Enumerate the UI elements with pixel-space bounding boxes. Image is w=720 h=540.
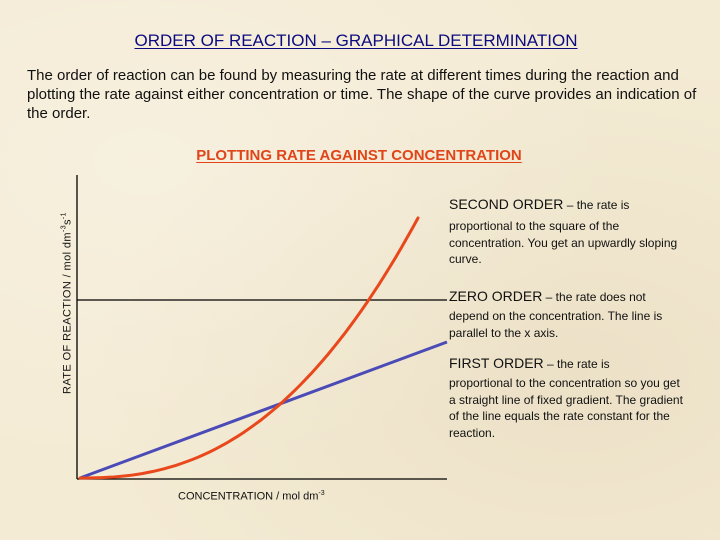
first-order-note: FIRST ORDER – the rate is proportional t… (449, 355, 689, 441)
first-order-heading: FIRST ORDER (449, 355, 544, 371)
zero-order-note: ZERO ORDER – the rate does not depend on… (449, 288, 689, 341)
slide-title: ORDER OF REACTION – GRAPHICAL DETERMINAT… (134, 31, 578, 50)
y-axis-label: RATE OF REACTION / mol dm-3s-1 (60, 212, 74, 394)
first-order-heading-rest: – the rate is (543, 357, 610, 371)
second-order-curve (78, 216, 420, 480)
second-order-heading: SECOND ORDER (449, 196, 564, 212)
section-subtitle: PLOTTING RATE AGAINST CONCENTRATION (196, 147, 522, 164)
zero-order-body: depend on the concentration. The line is… (449, 309, 663, 340)
second-order-note: SECOND ORDER – the rate is proportional … (449, 196, 689, 268)
zero-order-heading-rest: – the rate does not (542, 290, 646, 304)
second-order-heading-rest: – the rate is (563, 198, 630, 212)
zero-order-heading: ZERO ORDER (449, 288, 543, 304)
first-order-line (79, 340, 448, 480)
first-order-body: proportional to the concentration so you… (449, 376, 683, 440)
x-axis-label: CONCENTRATION / mol dm-3 (178, 490, 325, 503)
second-order-body: proportional to the square of the concen… (449, 219, 678, 266)
intro-paragraph: The order of reaction can be found by me… (27, 67, 697, 122)
